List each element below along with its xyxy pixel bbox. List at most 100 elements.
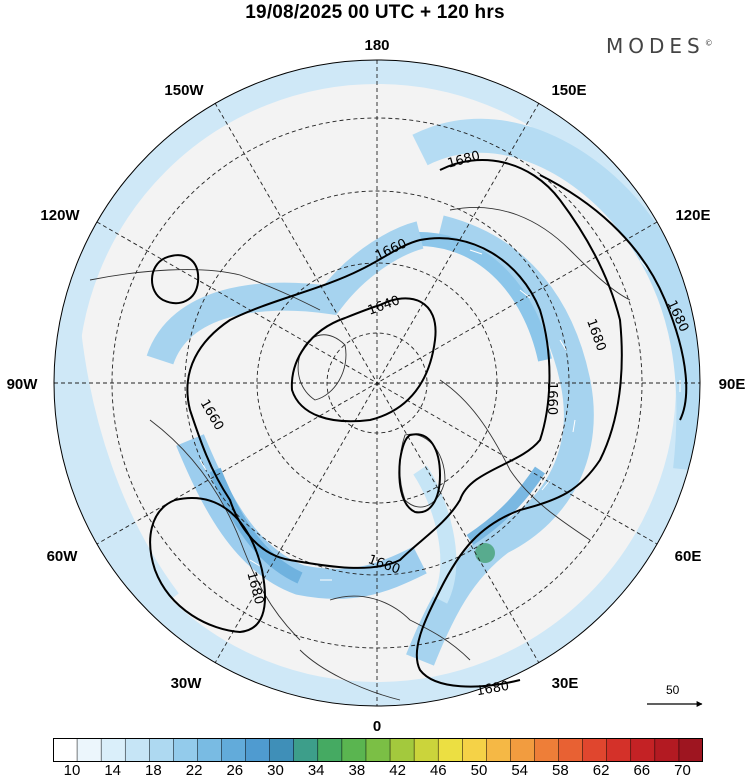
- colorbar-cell: [630, 738, 656, 762]
- colorbar-tick-label: 50: [470, 762, 488, 779]
- jet-band-atlantic: [176, 434, 427, 599]
- colorbar-cell: [389, 738, 415, 762]
- brand-text: MODES: [606, 34, 705, 58]
- wind-vector: [639, 259, 649, 271]
- colorbar-tick-label: 34: [307, 762, 325, 779]
- colorbar-cell: [100, 738, 126, 762]
- colorbar-border: [53, 738, 703, 762]
- colorbar-tick-labels: 10 14 18 22 26 30 34 38 42 46 50 54 58 62 66 70: [0, 762, 750, 782]
- lon-label-0: 0: [373, 718, 381, 735]
- colorbar-cell: [486, 738, 512, 762]
- brand-copyright: ©: [704, 38, 713, 48]
- colorbar-cell: [437, 738, 463, 762]
- colorbar-cell: [534, 738, 560, 762]
- lon-label-150e: 150E: [551, 82, 586, 99]
- colorbar-cell: [221, 738, 247, 762]
- colorbar-cell: [317, 738, 343, 762]
- colorbar-cell: [510, 738, 536, 762]
- lon-label-30e: 30E: [552, 675, 579, 692]
- colorbar-cell: [173, 738, 199, 762]
- lon-label-60e: 60E: [675, 548, 702, 565]
- colorbar-tick-label: 38: [348, 762, 366, 779]
- colorbar-tick-label: 22: [185, 762, 203, 779]
- graticule: [54, 60, 700, 706]
- colorbar-tick-label: 66: [633, 762, 651, 779]
- colorbar-tick-label: 54: [511, 762, 529, 779]
- jet-band-asia: [406, 215, 594, 666]
- meridian-120e-60w: [96, 221, 658, 545]
- contour-1680-alaska: [151, 254, 200, 305]
- colorbar-tick-label: 10: [63, 762, 81, 779]
- lon-label-90e: 90E: [719, 376, 746, 393]
- colorbar-tick-label: 18: [145, 762, 162, 779]
- contour-1680-atlantic: [149, 497, 266, 634]
- wind-vector: [519, 289, 531, 299]
- colorbar-cell: [558, 738, 584, 762]
- map-title: 19/08/2025 00 UTC + 120 hrs: [245, 2, 505, 23]
- jet-band-pacific-east: [59, 328, 179, 607]
- colorbar-cell: [269, 738, 295, 762]
- colorbar-cells: [53, 738, 703, 762]
- brand-logo: MODES©: [606, 34, 713, 58]
- colorbar-cell: [654, 738, 680, 762]
- colorbar-cell: [365, 738, 391, 762]
- colorbar-tick-label: 14: [104, 762, 122, 779]
- longitude-labels: 180 150W 150E 120W 120E 90W 90E 60W 60E …: [7, 37, 746, 735]
- coast-alaska: [89, 269, 321, 311]
- colorbar-cell: [53, 738, 78, 762]
- colorbar-cell: [76, 738, 102, 762]
- colorbar-cell: [124, 738, 150, 762]
- contour-1660: [186, 237, 551, 569]
- colorbar-tick-label: 70: [674, 762, 691, 779]
- colorbar-tick-label: 62: [592, 762, 610, 779]
- coast-north-america: [149, 419, 301, 641]
- contour-1660-greenland: [398, 433, 442, 514]
- lon-label-60w: 60W: [47, 548, 79, 565]
- colorbar-cell: [197, 738, 223, 762]
- colorbar-cell: [582, 738, 608, 762]
- colorbar-cell: [245, 738, 271, 762]
- wind-vector: [469, 249, 483, 255]
- colorbar-cell: [413, 738, 439, 762]
- lon-label-120e: 120E: [675, 207, 710, 224]
- lon-label-30w: 30W: [171, 675, 203, 692]
- coast-africa: [299, 649, 401, 701]
- colorbar: [53, 738, 703, 762]
- colorbar-cell: [606, 738, 632, 762]
- jet-band-med: [413, 465, 457, 604]
- colorbar-cell: [462, 738, 487, 762]
- wind-vector: [572, 419, 576, 433]
- jet-band-pacific: [412, 118, 700, 472]
- coast-asia-west: [439, 379, 591, 541]
- coast-europe: [329, 595, 471, 661]
- colorbar-tick-label: 30: [267, 762, 284, 779]
- lon-label-120w: 120W: [40, 207, 80, 224]
- height-contours: [149, 159, 688, 688]
- colorbar-cell: [149, 738, 175, 762]
- contour-label-1660: 1660: [544, 382, 559, 415]
- colorbar-tick-label: 58: [552, 762, 569, 779]
- colorbar-tick-label: 46: [429, 762, 447, 779]
- polar-map: 1640 1660 1660 1660 1660 1680 1680 1680 …: [7, 37, 746, 735]
- map-disc-border: [53, 59, 701, 707]
- colorbar-cell: [678, 738, 703, 762]
- wind-vector: [199, 459, 207, 471]
- lon-label-180: 180: [364, 37, 389, 54]
- colorbar-tick-label: 26: [226, 762, 244, 779]
- jet-band-canada: [146, 221, 424, 366]
- colorbar-tick-label: 42: [389, 762, 406, 779]
- coast-arctic-islands: [297, 334, 347, 401]
- jet-max-spot: [475, 543, 495, 563]
- lon-label-90w: 90W: [7, 376, 39, 393]
- contour-1680-east: [415, 159, 623, 688]
- contour-1640: [290, 297, 437, 423]
- wind-vector: [249, 559, 261, 567]
- wind-vector: [559, 339, 567, 351]
- wind-vectors: [199, 249, 681, 581]
- contour-label-1680: 1680: [475, 679, 510, 700]
- lon-label-150w: 150W: [164, 82, 204, 99]
- reference-vector-label: 50: [666, 683, 680, 697]
- colorbar-cell: [341, 738, 367, 762]
- coastlines: [89, 206, 631, 701]
- contour-1680-pacific: [539, 174, 688, 421]
